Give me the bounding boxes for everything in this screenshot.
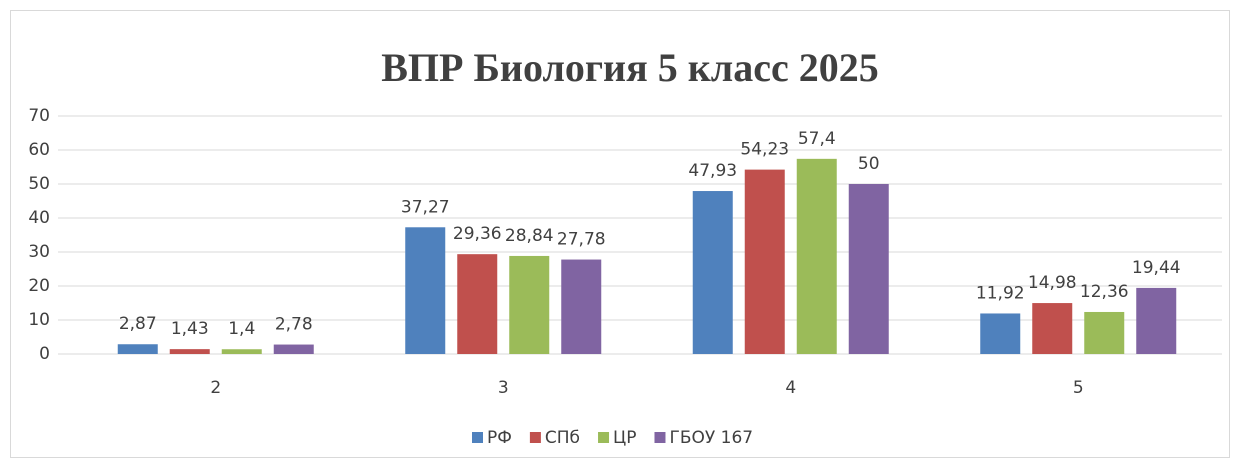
legend-label: СПб [545, 428, 580, 448]
x-tick-label: 4 [785, 378, 796, 398]
data-label: 1,4 [228, 319, 255, 339]
legend-swatch [654, 432, 666, 443]
legend-label: РФ [487, 428, 512, 448]
y-tick-label: 0 [39, 344, 50, 364]
bar [1084, 311, 1125, 354]
data-label: 19,44 [1132, 258, 1181, 278]
data-label: 1,43 [171, 319, 209, 339]
data-label: 37,27 [401, 197, 450, 217]
x-tick-label: 3 [498, 378, 509, 398]
legend-label: ГБОУ 167 [669, 428, 753, 448]
data-label: 11,92 [976, 283, 1025, 303]
bar [273, 344, 314, 354]
data-label: 29,36 [453, 224, 502, 244]
data-label: 27,78 [557, 230, 606, 250]
chart-title: ВПР Биология 5 класс 2025 [381, 45, 878, 90]
bar [117, 344, 158, 354]
bar [509, 255, 550, 354]
bar [405, 227, 446, 354]
data-label: 2,78 [275, 315, 313, 335]
bar [980, 313, 1021, 354]
chart-border [10, 10, 1230, 458]
legend-swatch [529, 432, 541, 443]
bar [1032, 303, 1073, 354]
data-label: 54,23 [740, 140, 789, 160]
y-tick-label: 20 [28, 276, 50, 296]
legend-swatch [472, 432, 483, 443]
y-tick-label: 40 [28, 208, 50, 228]
bar [169, 349, 210, 354]
y-tick-label: 70 [28, 106, 50, 126]
data-label: 12,36 [1080, 282, 1129, 302]
bar [796, 158, 837, 354]
data-label: 47,93 [688, 161, 737, 181]
bar [744, 169, 785, 354]
x-tick-label: 2 [210, 378, 221, 398]
bar [457, 254, 498, 354]
y-tick-label: 30 [28, 242, 50, 262]
data-label: 50 [858, 154, 880, 174]
data-label: 28,84 [505, 226, 554, 246]
bar [561, 259, 602, 354]
bar [692, 191, 733, 354]
x-tick-label: 5 [1073, 378, 1084, 398]
y-tick-label: 60 [28, 140, 50, 160]
y-tick-label: 10 [28, 310, 50, 330]
data-label: 2,87 [119, 314, 157, 334]
bar [1136, 287, 1177, 354]
bar [848, 184, 889, 354]
data-label: 14,98 [1028, 273, 1077, 293]
y-tick-label: 50 [28, 174, 50, 194]
data-label: 57,4 [798, 129, 836, 149]
legend-label: ЦР [613, 428, 636, 448]
legend-swatch [598, 432, 610, 443]
bar [221, 349, 262, 354]
